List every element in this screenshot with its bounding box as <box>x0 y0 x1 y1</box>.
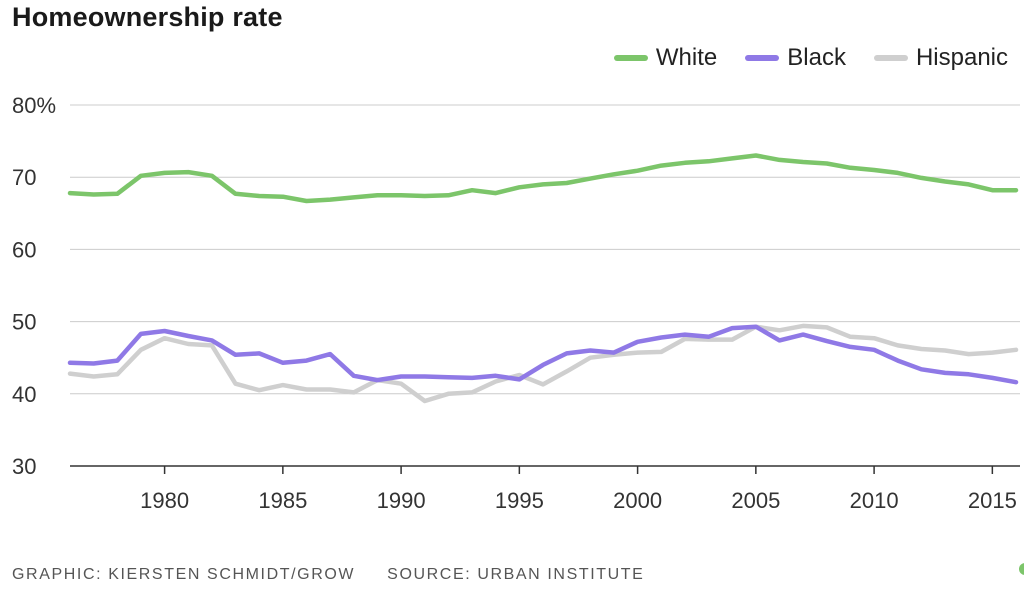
y-tick-label-80: 80% <box>12 93 56 118</box>
x-tick-label-2010: 2010 <box>850 488 899 513</box>
x-tick-label-1980: 1980 <box>140 488 189 513</box>
x-tick-label-2015: 2015 <box>968 488 1017 513</box>
legend-swatch-white <box>613 55 648 61</box>
y-tick-label-70: 70 <box>12 165 36 190</box>
series-layer <box>67 153 1019 404</box>
legend-swatch-hispanic <box>873 55 908 61</box>
series-line-black <box>67 324 1019 385</box>
y-tick-label-40: 40 <box>12 382 36 407</box>
y-tick-label-60: 60 <box>12 237 36 262</box>
graphic-credit: GRAPHIC: KIERSTEN SCHMIDT/GROW <box>12 566 356 583</box>
series-line-white <box>67 153 1019 204</box>
legend-label-hispanic: Hispanic <box>915 44 1008 71</box>
y-tick-label-50: 50 <box>12 310 36 335</box>
series-line-hispanic <box>67 323 1019 404</box>
legend-swatch-black <box>745 55 780 61</box>
grid-layer <box>70 104 1020 467</box>
x-tick-label-1985: 1985 <box>258 488 307 513</box>
corner-dot-icon <box>1019 563 1024 575</box>
legend-item-white: White <box>613 44 718 72</box>
legend: White Black Hispanic <box>586 44 1008 72</box>
x-tick-label-2005: 2005 <box>731 488 780 513</box>
footer: GRAPHIC: KIERSTEN SCHMIDT/GROW SOURCE: U… <box>12 566 670 584</box>
x-tick-label-2000: 2000 <box>613 488 662 513</box>
legend-label-white: White <box>655 44 718 71</box>
chart-title: Homeownership rate <box>12 2 283 32</box>
legend-item-black: Black <box>745 44 846 72</box>
source-credit: SOURCE: URBAN INSTITUTE <box>387 566 645 583</box>
tick-layer: 30 40 50 60 70 80% 1980 1985 1990 1995 2000 2005 201… <box>12 93 1017 513</box>
legend-label-black: Black <box>787 44 846 71</box>
y-tick-label-30: 30 <box>12 454 36 479</box>
x-tick-label-1995: 1995 <box>495 488 544 513</box>
legend-item-hispanic: Hispanic <box>873 44 1008 72</box>
x-tick-label-1990: 1990 <box>377 488 426 513</box>
